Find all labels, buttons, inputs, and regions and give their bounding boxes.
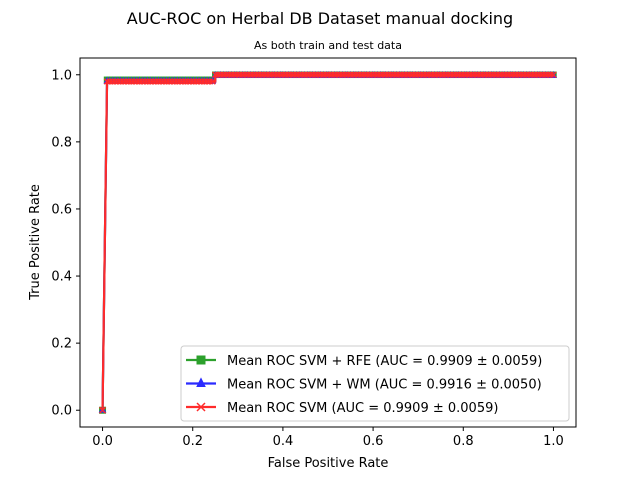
plot-frame xyxy=(79,57,577,428)
y-tick-label: 0.6 xyxy=(51,202,72,217)
x-marker xyxy=(99,406,107,414)
legend-entry-label: Mean ROC SVM + WM (AUC = 0.9916 ± 0.0050… xyxy=(227,378,542,393)
legend-entry-label: Mean ROC SVM + RFE (AUC = 0.9909 ± 0.005… xyxy=(227,354,542,369)
y-tick-label: 0.0 xyxy=(51,404,72,419)
x-marker xyxy=(209,78,216,85)
x-axis-label: False Positive Rate xyxy=(268,456,389,471)
legend-entry-label: Mean ROC SVM (AUC = 0.9909 ± 0.0059) xyxy=(227,401,498,416)
legend: Mean ROC SVM + RFE (AUC = 0.9909 ± 0.005… xyxy=(180,345,570,422)
x-tick-label: 0.2 xyxy=(182,434,203,449)
square-marker xyxy=(196,355,206,365)
triangle-marker xyxy=(196,377,206,387)
x-marker xyxy=(550,71,557,79)
y-tick-label: 0.2 xyxy=(51,337,72,352)
ticks-layer: 0.0 0.2 0.4 0.6 0.8 1.0 0.0 0.2 0.4 0.6 0.8 1.0 xyxy=(51,68,563,449)
y-tick-label: 0.8 xyxy=(51,135,72,150)
x-tick-label: 0.8 xyxy=(453,434,474,449)
chart-subtitle: As both train and test data xyxy=(254,39,402,52)
x-tick-label: 0.0 xyxy=(92,434,113,449)
series-layer xyxy=(98,70,558,414)
legend-box xyxy=(180,345,570,422)
y-tick-label: 1.0 xyxy=(51,68,72,83)
x-tick-label: 0.6 xyxy=(363,434,384,449)
y-tick-label: 0.4 xyxy=(51,270,72,285)
series-2 xyxy=(99,71,557,414)
x-tick-label: 0.4 xyxy=(273,434,294,449)
x-marker xyxy=(196,402,206,412)
chart-title: AUC-ROC on Herbal DB Dataset manual dock… xyxy=(127,9,513,28)
x-tick-label: 1.0 xyxy=(543,434,564,449)
y-axis-label: True Positive Rate xyxy=(28,184,43,301)
